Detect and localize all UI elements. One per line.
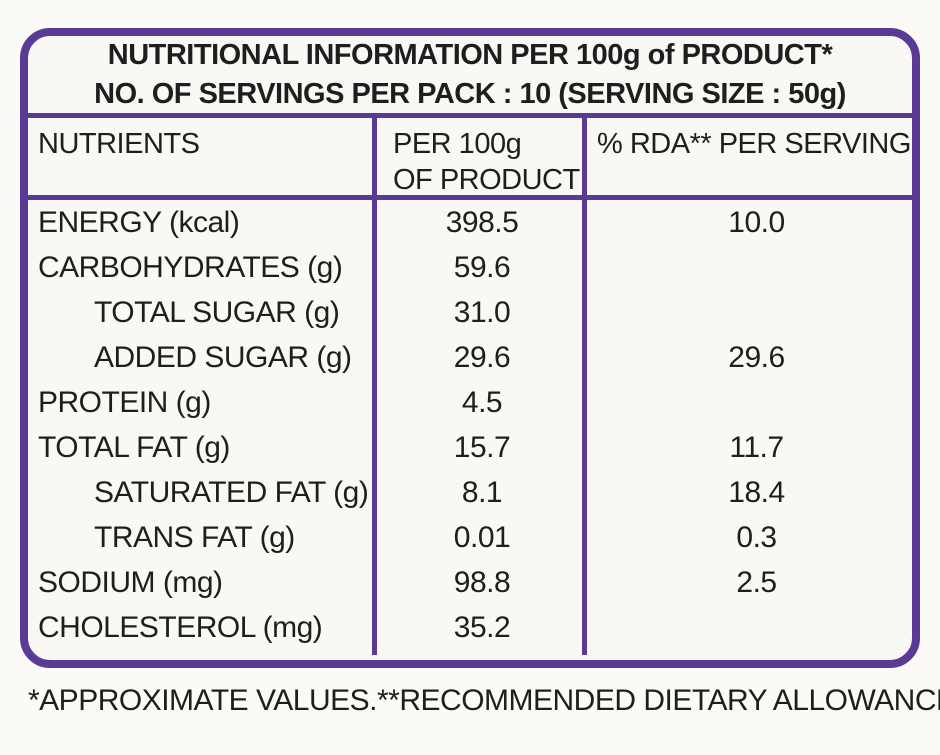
nutrient-label: TOTAL SUGAR (g) [94, 295, 340, 329]
nutrient-label: TRANS FAT (g) [94, 520, 295, 554]
per-100g-value: 8.1 [461, 475, 503, 509]
nutrient-label: ADDED SUGAR (g) [94, 340, 352, 374]
header-per-100g-line1: PER 100g [393, 128, 522, 160]
per-100g-value: 31.0 [453, 295, 511, 329]
table-row: TOTAL SUGAR (g) 31.0 [28, 290, 912, 335]
footnote: *APPROXIMATE VALUES. **RECOMMENDED DIETA… [28, 684, 940, 718]
per-100g-value: 0.01 [453, 520, 511, 554]
nutrient-label: ENERGY (kcal) [38, 205, 240, 239]
nutrient-label: CHOLESTEROL (mg) [38, 610, 323, 644]
table-row: CHOLESTEROL (mg) 35.2 [28, 605, 912, 650]
rda-value: 2.5 [736, 565, 777, 599]
nutrient-label: SATURATED FAT (g) [94, 475, 369, 509]
header-per-100g: PER 100g OF PRODUCT [377, 118, 587, 196]
table-row: ENERGY (kcal) 398.5 10.0 [28, 200, 912, 245]
panel-title: NUTRITIONAL INFORMATION PER 100g of PROD… [28, 36, 912, 118]
table-row: PROTEIN (g) 4.5 [28, 380, 912, 425]
rda-value: 18.4 [728, 475, 785, 509]
header-per-100g-line2: OF PRODUCT [393, 164, 580, 196]
per-100g-value: 15.7 [453, 430, 511, 464]
column-divider-2 [582, 118, 587, 655]
nutrient-label: CARBOHYDRATES (g) [38, 250, 343, 284]
per-100g-value: 98.8 [453, 565, 511, 599]
rda-value: 11.7 [729, 430, 784, 464]
per-100g-value: 4.5 [461, 385, 503, 419]
nutrient-label: PROTEIN (g) [38, 385, 211, 419]
rda-value: 29.6 [728, 340, 785, 374]
panel-title-line2: NO. OF SERVINGS PER PACK : 10 (SERVING S… [94, 77, 846, 110]
header-nutrients: NUTRIENTS [38, 128, 200, 160]
footnote-approximate-values: *APPROXIMATE VALUES. [28, 684, 378, 717]
table-row: TRANS FAT (g) 0.01 0.3 [28, 515, 912, 560]
per-100g-value: 398.5 [445, 205, 519, 239]
nutrient-label: SODIUM (mg) [38, 565, 223, 599]
table-body: ENERGY (kcal) 398.5 10.0 CARBOHYDRATES (… [28, 200, 912, 650]
nutrition-panel: NUTRITIONAL INFORMATION PER 100g of PROD… [20, 28, 920, 668]
table-row: ADDED SUGAR (g) 29.6 29.6 [28, 335, 912, 380]
table-row: SATURATED FAT (g) 8.1 18.4 [28, 470, 912, 515]
per-100g-value: 59.6 [453, 250, 511, 284]
panel-title-line1: NUTRITIONAL INFORMATION PER 100g of PROD… [107, 38, 833, 71]
column-divider-1 [372, 118, 377, 655]
table-header-row: NUTRIENTS PER 100g OF PRODUCT % RDA** PE… [28, 118, 912, 200]
header-rda: % RDA** PER SERVING [597, 128, 911, 160]
table-row: TOTAL FAT (g) 15.7 11.7 [28, 425, 912, 470]
rda-value: 0.3 [736, 520, 777, 554]
nutrient-label: TOTAL FAT (g) [38, 430, 230, 464]
footnote-rda-definition: **RECOMMENDED DIETARY ALLOWANCE. [377, 684, 940, 717]
nutrition-table: NUTRIENTS PER 100g OF PRODUCT % RDA** PE… [28, 118, 912, 655]
table-row: SODIUM (mg) 98.8 2.5 [28, 560, 912, 605]
per-100g-value: 35.2 [453, 610, 511, 644]
rda-value: 10.0 [728, 205, 785, 239]
table-row: CARBOHYDRATES (g) 59.6 [28, 245, 912, 290]
per-100g-value: 29.6 [453, 340, 511, 374]
